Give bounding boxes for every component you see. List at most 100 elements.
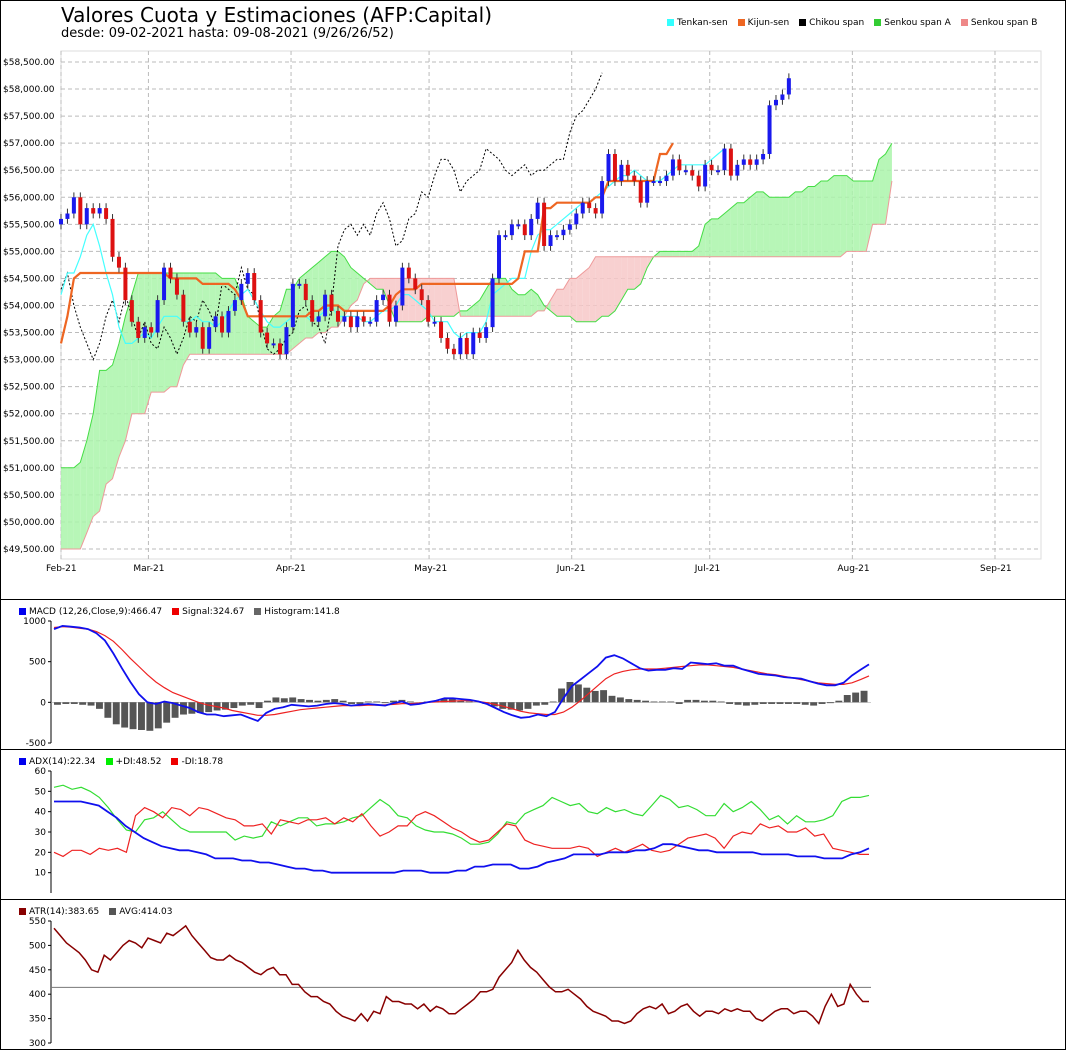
candle-body: [619, 164, 624, 182]
kumo-cloud-segment: [112, 343, 119, 479]
histogram-bar: [297, 699, 305, 703]
candle-body: [651, 181, 656, 184]
kumo-cloud-segment: [106, 365, 113, 485]
candle-body: [361, 316, 366, 322]
candle-body: [123, 267, 128, 301]
y-tick-label: $51,500.00: [3, 437, 55, 447]
x-tick-label: Feb-21: [46, 564, 77, 574]
candle-body: [355, 316, 360, 328]
kumo-cloud-segment: [763, 191, 770, 257]
kumo-cloud-segment: [473, 300, 480, 317]
kumo-cloud-segment: [569, 278, 577, 322]
candle-body: [162, 267, 167, 301]
kumo-cloud-segment: [775, 197, 783, 257]
candle-body: [181, 294, 186, 322]
histogram-bar: [684, 699, 692, 703]
candle-body: [722, 148, 727, 171]
candle-body: [696, 175, 701, 187]
kumo-cloud-segment: [866, 181, 873, 252]
y-tick-label: $52,500.00: [3, 383, 55, 393]
candle-body: [226, 310, 231, 333]
y-tick-label: $54,000.00: [3, 302, 55, 312]
candle-body: [748, 159, 753, 165]
histogram-bar: [146, 702, 154, 731]
main-legend-swatch: [874, 19, 882, 26]
kumo-cloud-segment: [833, 175, 841, 257]
histogram-bar: [171, 702, 179, 718]
histogram-bar: [373, 701, 381, 703]
atr-legend-item: ATR(14):383.65: [19, 907, 99, 917]
x-tick-label: Jun-21: [556, 564, 586, 574]
kumo-cloud-segment: [685, 251, 693, 257]
histogram-bar: [801, 702, 809, 705]
candle-body: [761, 153, 766, 160]
candle-body: [625, 164, 630, 176]
candle-body: [110, 218, 115, 257]
candle-body: [683, 170, 688, 173]
candle-body: [432, 321, 437, 324]
candle-body: [142, 327, 147, 338]
kumo-cloud-segment: [840, 175, 847, 257]
y-tick-label: $50,000.00: [3, 518, 55, 528]
y-tick-label: $49,500.00: [3, 545, 55, 555]
histogram-bar: [658, 701, 666, 703]
plus-di-line: [53, 784, 870, 845]
atr-legend-swatch: [109, 908, 117, 915]
macd-legend-label: Histogram:141.8: [264, 607, 340, 617]
y-tick-label: 60: [35, 767, 47, 777]
y-tick-label: -500: [26, 739, 47, 749]
candle-body: [381, 294, 386, 301]
candle-body: [316, 316, 321, 322]
histogram-bar: [826, 702, 834, 704]
histogram-bar: [516, 702, 524, 711]
kumo-cloud-segment: [447, 278, 454, 317]
histogram-bar: [633, 699, 641, 703]
candle-body: [290, 283, 295, 328]
y-tick-label: 350: [29, 1015, 46, 1025]
kumo-cloud-segment: [247, 316, 255, 355]
histogram-bar: [465, 701, 473, 703]
histogram-bar: [608, 695, 616, 703]
kumo-cloud-segment: [737, 202, 744, 257]
kumo-cloud-segment: [524, 289, 532, 317]
histogram-bar: [734, 702, 742, 705]
kumo-cloud-segment: [627, 256, 635, 290]
main-legend-item: Senkou span A: [874, 18, 951, 28]
kumo-cloud-segment: [67, 467, 74, 549]
y-tick-label: 30: [35, 828, 47, 838]
main-legend-label: Chikou span: [809, 18, 865, 28]
kumo-cloud-segment: [640, 256, 648, 284]
histogram-bar: [692, 699, 700, 703]
y-tick-label: 1000: [23, 617, 46, 627]
candle-body: [342, 316, 347, 322]
y-tick-label: 300: [29, 1039, 46, 1049]
candle-body: [258, 300, 263, 333]
kumo-cloud-segment: [705, 218, 712, 257]
candle-body: [728, 148, 733, 176]
y-tick-label: $53,000.00: [3, 356, 55, 366]
histogram-bar: [709, 700, 717, 703]
kumo-cloud-segment: [801, 186, 809, 257]
atr-line: [53, 924, 869, 1025]
candle-body: [239, 283, 244, 301]
candle-body: [194, 327, 199, 333]
candle-body: [245, 273, 250, 284]
kumo-cloud-segment: [138, 273, 145, 414]
adx-legend-label: -DI:18.78: [181, 757, 224, 767]
main-legend-swatch: [799, 19, 807, 26]
histogram-bar: [390, 700, 397, 703]
histogram-bar: [314, 700, 322, 703]
kumo-cloud-segment: [846, 175, 854, 252]
histogram-bar: [726, 702, 734, 704]
histogram-bar: [129, 702, 137, 730]
main-legend-swatch: [667, 19, 674, 26]
candle-body: [458, 337, 463, 355]
histogram-bar: [406, 701, 414, 703]
candle-body: [387, 294, 392, 322]
candle-body: [303, 283, 308, 301]
candle-body: [716, 170, 721, 173]
main-legend-item: Chikou span: [799, 18, 864, 28]
kumo-cloud-segment: [531, 289, 538, 317]
chart-title: Valores Cuota y Estimaciones (AFP:Capita…: [61, 3, 493, 27]
kumo-cloud-segment: [718, 213, 725, 257]
